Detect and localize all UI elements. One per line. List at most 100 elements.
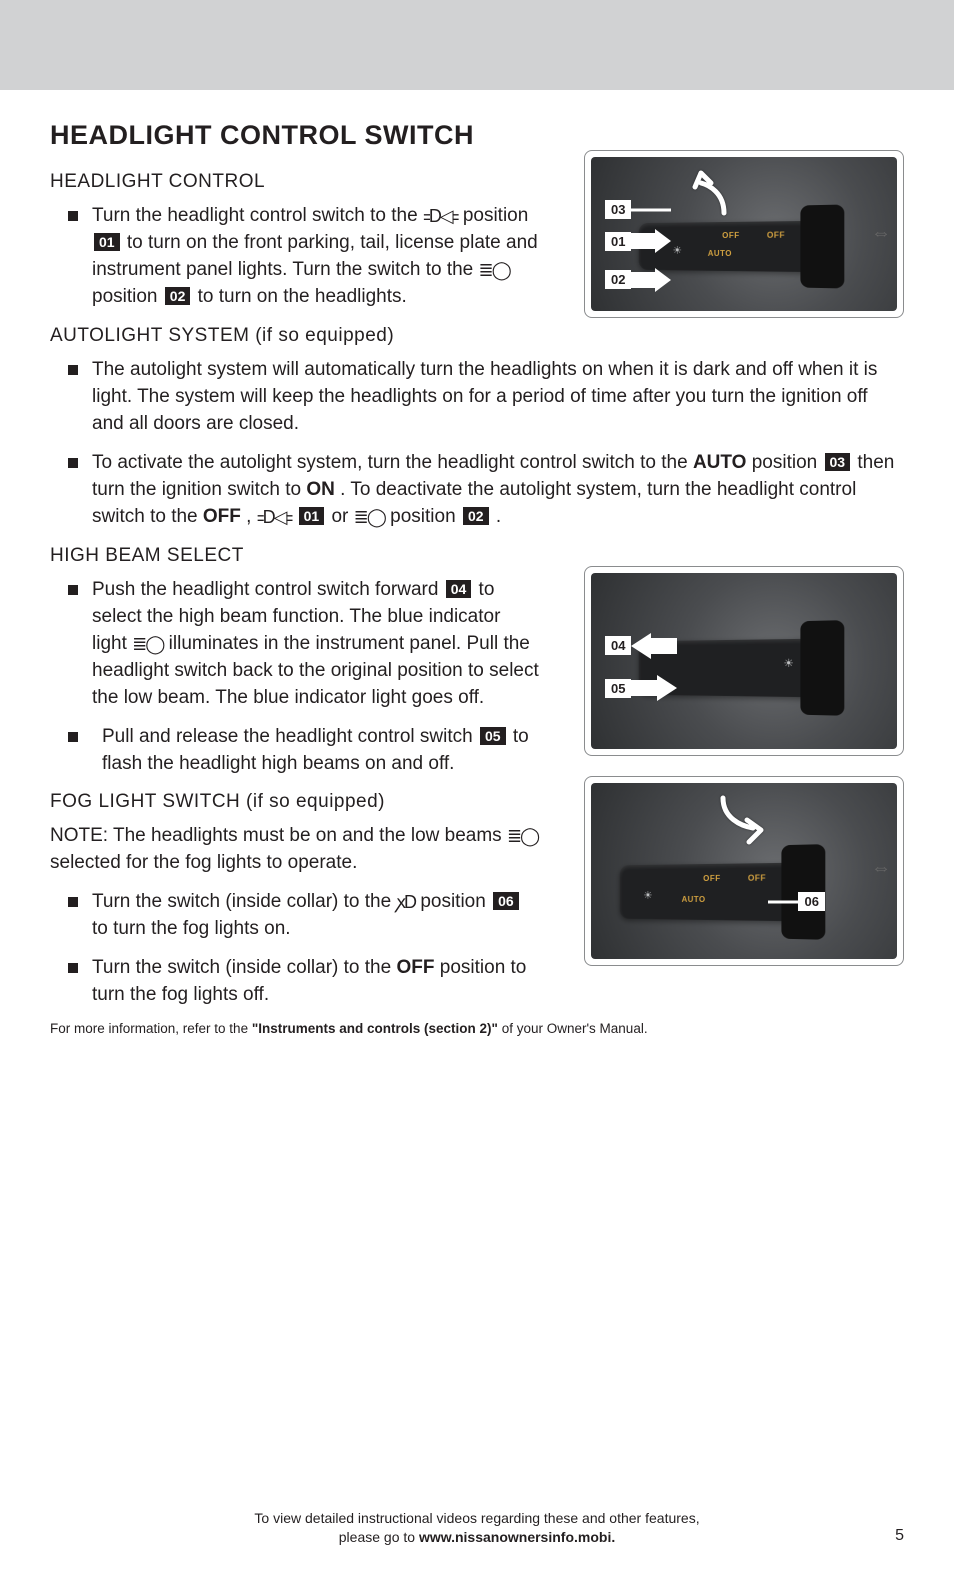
text: The headlights must be on and the low be… [113, 825, 507, 846]
list-item: Push the headlight control switch forwar… [50, 577, 540, 712]
page-title: HEADLIGHT CONTROL SWITCH [50, 120, 904, 151]
page-number: 5 [895, 1527, 904, 1545]
list-item: To activate the autolight system, turn t… [50, 450, 904, 531]
callout-03: 03 [605, 200, 671, 219]
text: to turn on the headlights. [198, 286, 407, 307]
callout-num: 03 [605, 200, 631, 219]
figure-fog-switch: OFF OFF AUTO ☀ ⇔ 06 [584, 776, 904, 966]
text: position [420, 891, 491, 912]
callout-04: 04 [605, 633, 677, 659]
tiny-off: OFF [748, 874, 766, 883]
badge-05: 05 [480, 727, 506, 745]
two-head-arrow-icon: ⇔ [871, 857, 891, 880]
footnote: For more information, refer to the "Inst… [50, 1021, 904, 1036]
photo-placeholder: OFF OFF AUTO ☀ ⇔ 03 01 02 [591, 157, 897, 311]
sun-icon: ☀ [644, 889, 653, 902]
callout-num: 01 [605, 232, 631, 251]
text: Turn the switch (inside collar) to the [92, 891, 396, 912]
text: The autolight system will automatically … [92, 359, 877, 434]
fog-light-icon: ꭗD [396, 890, 415, 916]
text: selected for the fog lights to operate. [50, 852, 357, 873]
tiny-auto: AUTO [708, 249, 732, 258]
text: Push the headlight control switch forwar… [92, 579, 444, 600]
sun-icon: ☀ [672, 244, 681, 257]
headlamp-icon: ≣◯ [507, 824, 538, 850]
figure-headlight-switch: OFF OFF AUTO ☀ ⇔ 03 01 02 [584, 150, 904, 318]
sun-icon: ☀ [783, 656, 793, 669]
callout-num: 05 [605, 679, 631, 698]
footer-line2a: please go to [339, 1529, 419, 1545]
curve-arrow-icon [689, 163, 739, 219]
tiny-auto: AUTO [682, 895, 706, 904]
text: "Instruments and controls (section 2)" [252, 1021, 498, 1036]
headlamp-icon: ≣◯ [479, 258, 510, 284]
text: For more information, refer to the [50, 1021, 252, 1036]
subhead-high-beam: HIGH BEAM SELECT [50, 545, 904, 567]
tiny-off: OFF [722, 230, 739, 239]
tiny-off: OFF [704, 874, 721, 883]
pointer-line-icon [768, 895, 798, 909]
callout-02: 02 [605, 268, 671, 292]
headlight-control-list: Turn the headlight control switch to the… [50, 203, 540, 311]
figure-high-beam-switch: ☀ 04 05 [584, 566, 904, 756]
footer-url: www.nissanownersinfo.mobi. [419, 1529, 615, 1545]
pointer-line-icon [631, 203, 671, 217]
off-label: OFF [203, 506, 241, 527]
footer-line1: To view detailed instructional videos re… [254, 1510, 699, 1526]
page-footer: To view detailed instructional videos re… [0, 1509, 954, 1547]
photo-placeholder: ☀ 04 05 [591, 573, 897, 749]
curve-arrow-down-icon [713, 790, 769, 848]
badge-06: 06 [493, 892, 519, 910]
text: position [390, 506, 461, 527]
autolight-list: The autolight system will automatically … [50, 357, 904, 531]
pointer-arrow-right-icon [631, 675, 677, 701]
subhead-autolight: AUTOLIGHT SYSTEM (if so equipped) [50, 325, 904, 347]
photo-placeholder: OFF OFF AUTO ☀ ⇔ 06 [591, 783, 897, 959]
callout-05: 05 [605, 675, 677, 701]
text: position [752, 452, 823, 473]
badge-01: 01 [299, 507, 325, 525]
badge-04: 04 [446, 580, 472, 598]
text: Pull and release the headlight control s… [102, 726, 478, 747]
fog-note: NOTE: The headlights must be on and the … [50, 823, 540, 877]
list-item: Turn the switch (inside collar) to the ꭗ… [50, 889, 540, 943]
tiny-off: OFF [767, 230, 785, 239]
text: of your Owner's Manual. [502, 1021, 648, 1036]
text: position [463, 205, 529, 226]
badge-02: 02 [165, 287, 191, 305]
list-item: The autolight system will automatically … [50, 357, 904, 438]
headlamp-icon: ≣◯ [354, 505, 385, 531]
on-label: ON [306, 479, 335, 500]
note-label: NOTE: [50, 825, 108, 846]
badge-02: 02 [463, 507, 489, 525]
two-head-arrow-icon: ⇔ [871, 222, 891, 245]
parking-light-icon: ꞊D◁꞊ [423, 204, 458, 230]
callout-num: 02 [605, 270, 631, 289]
text: to turn the fog lights on. [92, 918, 291, 939]
auto-label: AUTO [693, 452, 746, 473]
callout-num: 04 [605, 636, 631, 655]
callout-06: 06 [768, 892, 824, 911]
callout-num: 06 [798, 892, 824, 911]
text: to turn on the front parking, tail, lice… [92, 232, 538, 280]
text: , [246, 506, 257, 527]
badge-03: 03 [825, 453, 851, 471]
text: or [331, 506, 353, 527]
badge-01: 01 [94, 233, 120, 251]
fog-list: Turn the switch (inside collar) to the ꭗ… [50, 889, 540, 1009]
text: . [496, 506, 501, 527]
text: Turn the headlight control switch to the [92, 205, 423, 226]
parking-light-icon: ꞊D◁꞊ [257, 505, 292, 531]
off-label: OFF [396, 957, 434, 978]
pointer-arrow-icon [631, 268, 671, 292]
pointer-arrow-left-icon [631, 633, 677, 659]
high-beam-list: Push the headlight control switch forwar… [50, 577, 540, 778]
text: position [92, 286, 163, 307]
pointer-arrow-icon [631, 229, 671, 253]
list-item: Pull and release the headlight control s… [50, 724, 540, 778]
high-beam-icon: ≣◯ [132, 632, 163, 658]
list-item: Turn the switch (inside collar) to the O… [50, 955, 540, 1009]
list-item: Turn the headlight control switch to the… [50, 203, 540, 311]
text: Turn the switch (inside collar) to the [92, 957, 396, 978]
top-gray-banner [0, 0, 954, 90]
